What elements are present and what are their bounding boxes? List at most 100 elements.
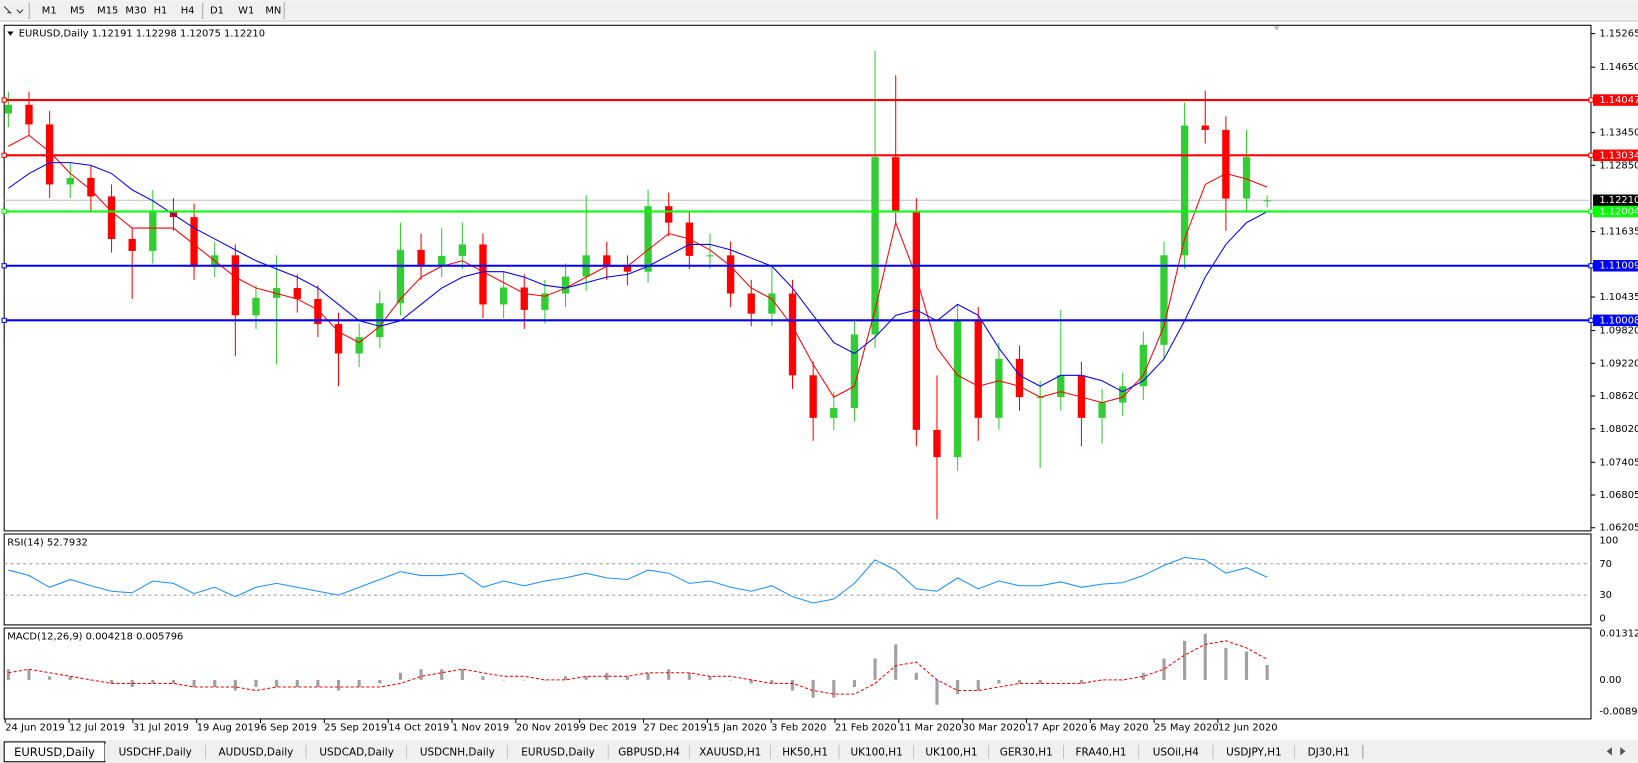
y-tick-label: 1.10435 bbox=[1599, 292, 1638, 303]
candle-body bbox=[1263, 200, 1271, 202]
tab[interactable] bbox=[770, 743, 840, 761]
candle-body bbox=[231, 255, 240, 316]
tab[interactable] bbox=[1138, 743, 1214, 761]
macd-bar bbox=[336, 679, 341, 691]
candle-body bbox=[1222, 129, 1230, 199]
macd-bar bbox=[956, 679, 960, 695]
toolbar-icon[interactable] bbox=[3, 6, 24, 14]
timeframe-button[interactable]: D1 bbox=[210, 6, 224, 17]
macd-bar bbox=[378, 679, 382, 684]
tab-label[interactable]: FRA40,H1 bbox=[1076, 746, 1127, 758]
candle-body bbox=[499, 287, 508, 305]
tab-label[interactable]: EURUSD,Daily bbox=[521, 746, 595, 758]
tab[interactable] bbox=[104, 743, 206, 761]
candle-body bbox=[25, 104, 33, 125]
timeframe-button[interactable]: M5 bbox=[70, 6, 85, 17]
tab-label[interactable]: AUDUSD,Daily bbox=[219, 746, 294, 758]
timeframe-button[interactable]: MN bbox=[265, 6, 281, 17]
rsi-title: RSI(14) 52.7932 bbox=[7, 537, 88, 548]
level-label: 1.10008 bbox=[1599, 315, 1638, 326]
tab[interactable] bbox=[205, 743, 307, 761]
x-tick-label: 3 Feb 2020 bbox=[771, 722, 826, 733]
x-tick-label: 12 Jun 2020 bbox=[1218, 722, 1278, 733]
tab-label[interactable]: USOil,H4 bbox=[1153, 746, 1199, 758]
macd-bar bbox=[749, 679, 753, 684]
chart-menu-marker[interactable] bbox=[7, 31, 14, 36]
y-tick-label: 1.13450 bbox=[1599, 128, 1638, 139]
tab-label[interactable]: UK100,H1 bbox=[925, 746, 977, 758]
macd-bar bbox=[1100, 679, 1104, 681]
candle-body bbox=[974, 320, 982, 418]
timeframe-button[interactable]: M1 bbox=[42, 6, 57, 17]
tab[interactable] bbox=[689, 743, 771, 761]
shift-marker bbox=[1273, 26, 1280, 31]
x-tick-label: 1 Nov 2019 bbox=[452, 722, 509, 733]
x-tick-label: 21 Feb 2020 bbox=[835, 722, 897, 733]
y-tick-label: 1.07405 bbox=[1599, 457, 1638, 468]
macd-bar bbox=[894, 644, 898, 680]
x-tick-label: 30 Mar 2020 bbox=[963, 722, 1026, 733]
tab[interactable] bbox=[406, 743, 508, 761]
candle-body bbox=[479, 244, 487, 305]
tab-label[interactable]: EURUSD,Daily bbox=[14, 745, 95, 759]
tab-label[interactable]: USDCAD,Daily bbox=[319, 746, 394, 758]
candle-body bbox=[417, 249, 425, 267]
macd-bar bbox=[295, 679, 299, 687]
macd-bar bbox=[729, 679, 733, 681]
macd-bar bbox=[790, 679, 795, 691]
macd-bar bbox=[213, 679, 217, 687]
x-tick-label: 25 May 2020 bbox=[1154, 722, 1219, 733]
toolbar bbox=[0, 0, 1638, 22]
macd-bar bbox=[171, 679, 176, 684]
tab[interactable] bbox=[1294, 743, 1363, 761]
candle-body bbox=[933, 429, 941, 458]
tab-label[interactable]: DJ30,H1 bbox=[1308, 746, 1350, 758]
level-label: 1.14047 bbox=[1599, 95, 1638, 106]
tab[interactable] bbox=[306, 743, 407, 761]
timeframe-button[interactable]: M15 bbox=[97, 6, 118, 17]
tab-label[interactable]: USDJPY,H1 bbox=[1226, 746, 1282, 758]
candle-body bbox=[272, 288, 281, 298]
timeframe-button[interactable]: H4 bbox=[181, 6, 195, 17]
tab[interactable] bbox=[914, 743, 989, 761]
candle-body bbox=[87, 177, 95, 197]
x-tick-label: 14 Oct 2019 bbox=[388, 722, 449, 733]
macd-bar bbox=[254, 679, 258, 687]
timeframe-button[interactable]: W1 bbox=[238, 6, 254, 17]
y-tick-label: 1.06805 bbox=[1599, 490, 1638, 501]
y-tick-label: 0 bbox=[1599, 614, 1605, 625]
tab[interactable] bbox=[507, 743, 609, 761]
x-tick-label: 24 Jun 2019 bbox=[5, 722, 65, 733]
candle-body bbox=[603, 255, 611, 267]
macd-bar bbox=[1141, 672, 1145, 680]
timeframe-button[interactable]: M30 bbox=[125, 6, 146, 17]
candle-body bbox=[314, 298, 322, 325]
x-tick-label: 12 Jul 2019 bbox=[69, 722, 125, 733]
level-label: 1.12004 bbox=[1599, 206, 1638, 217]
candle-body bbox=[871, 157, 879, 335]
macd-bar bbox=[419, 669, 423, 680]
tab[interactable] bbox=[988, 743, 1064, 761]
macd-bar bbox=[646, 672, 650, 680]
macd-panel bbox=[3, 627, 1592, 720]
macd-bar bbox=[1017, 679, 1022, 684]
timeframe-button[interactable]: H1 bbox=[154, 6, 168, 17]
tab[interactable] bbox=[839, 743, 915, 761]
macd-bar bbox=[233, 679, 237, 691]
tab-label[interactable]: XAUUSD,H1 bbox=[699, 746, 761, 758]
tab-label[interactable]: GER30,H1 bbox=[1000, 746, 1053, 758]
tab-label[interactable]: GBPUSD,H4 bbox=[618, 746, 680, 758]
tab[interactable] bbox=[1213, 743, 1295, 761]
level-handle bbox=[1, 317, 7, 323]
macd-bar bbox=[502, 679, 506, 681]
candle-body bbox=[892, 157, 900, 212]
tab-label[interactable]: UK100,H1 bbox=[851, 746, 903, 758]
tab-scroll[interactable] bbox=[1606, 747, 1626, 756]
tab[interactable] bbox=[608, 743, 690, 761]
tab-label[interactable]: USDCHF,Daily bbox=[119, 746, 192, 758]
tab[interactable] bbox=[1063, 743, 1139, 761]
candle-body bbox=[438, 255, 446, 267]
tab-label[interactable]: USDCNH,Daily bbox=[420, 746, 495, 758]
tab-label[interactable]: HK50,H1 bbox=[782, 746, 828, 758]
